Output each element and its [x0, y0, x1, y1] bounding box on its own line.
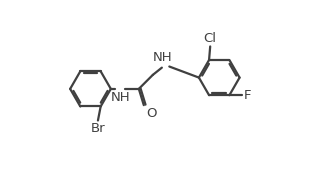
Text: Cl: Cl	[204, 32, 217, 45]
Text: F: F	[244, 89, 251, 102]
Text: NH: NH	[153, 51, 172, 64]
Text: Br: Br	[90, 122, 105, 135]
Text: O: O	[146, 107, 156, 120]
Text: NH: NH	[110, 91, 130, 104]
